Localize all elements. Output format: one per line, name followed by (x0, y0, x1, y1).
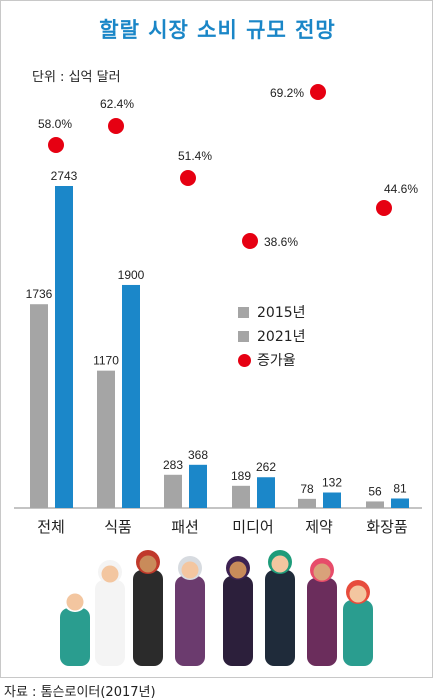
bar-2015-5 (366, 501, 384, 508)
person-face-1 (101, 565, 119, 583)
chart-title: 할랄 시장 소비 규모 전망 (99, 18, 336, 42)
bar-2015-2 (164, 474, 182, 508)
source-note: 자료 : 톰슨로이터(2017년) (4, 685, 156, 700)
bar-2021-5 (391, 498, 409, 508)
bar-2021-0 (55, 186, 73, 508)
bar-2015-3 (232, 485, 250, 508)
value-label-2021-0: 2743 (51, 169, 78, 183)
legend-item-growth: 증가율 (238, 348, 306, 372)
value-label-2015-0: 1736 (26, 287, 53, 301)
value-label-2015-3: 189 (231, 469, 251, 483)
person-face-3 (181, 561, 199, 579)
category-label-0: 전체 (37, 518, 65, 536)
value-label-2015-5: 56 (368, 484, 382, 498)
chart-frame (0, 0, 433, 678)
person-body-0 (60, 608, 90, 666)
person-body-4 (223, 576, 253, 666)
growth-label-0: 58.0% (38, 117, 72, 131)
person-body-2 (133, 570, 163, 666)
person-body-6 (307, 578, 337, 666)
legend-item-2021: 2021년 (238, 324, 306, 348)
person-face-2 (139, 555, 157, 573)
person-face-0 (66, 593, 84, 611)
person-body-7 (343, 600, 373, 666)
growth-dot-0 (48, 137, 64, 153)
category-label-3: 미디어 (232, 518, 273, 536)
growth-dot-5 (376, 200, 392, 216)
legend-label-2015: 2015년 (257, 305, 306, 321)
value-label-2015-4: 78 (300, 482, 314, 496)
growth-dot-3 (242, 233, 258, 249)
person-face-7 (349, 585, 367, 603)
value-label-2021-5: 81 (393, 481, 407, 495)
person-body-3 (175, 576, 205, 666)
growth-dot-4 (310, 84, 326, 100)
growth-dot-2 (180, 170, 196, 186)
growth-label-2: 51.4% (178, 149, 212, 163)
unit-label: 단위 : 십억 달러 (32, 70, 121, 85)
category-label-5: 화장품 (366, 518, 407, 536)
growth-label-5: 44.6% (384, 182, 418, 196)
growth-dot-1 (108, 118, 124, 134)
growth-label-1: 62.4% (100, 97, 134, 111)
bar-chart: 1736 2743 전체 1170 1900 식품 283 368 패션 189 262 미디어 78 1… (14, 84, 422, 666)
legend-item-2015: 2015년 (238, 300, 306, 324)
value-label-2021-4: 132 (322, 476, 342, 490)
bar-2021-3 (257, 477, 275, 508)
legend-swatch-2021 (238, 330, 249, 342)
legend-dot-growth (238, 353, 251, 367)
person-body-1 (95, 580, 125, 666)
growth-label-3: 38.6% (264, 235, 298, 249)
bar-2021-4 (323, 492, 341, 508)
value-label-2021-1: 1900 (118, 268, 145, 282)
person-face-5 (271, 555, 289, 573)
category-label-4: 제약 (305, 518, 333, 536)
bar-2015-0 (30, 304, 48, 508)
legend-label-2021: 2021년 (257, 329, 306, 345)
legend-label-growth: 증가율 (257, 353, 296, 369)
person-face-4 (229, 561, 247, 579)
category-label-2: 패션 (171, 518, 199, 536)
value-label-2015-2: 283 (163, 458, 183, 472)
legend-swatch-2015 (238, 306, 249, 318)
person-face-6 (313, 563, 331, 581)
legend: 2015년 2021년 증가율 (238, 300, 306, 372)
bar-2021-1 (122, 284, 140, 508)
category-label-1: 식품 (104, 518, 132, 536)
people-illustration (60, 550, 373, 666)
bar-2015-4 (298, 498, 316, 508)
value-label-2015-1: 1170 (93, 354, 119, 368)
bar-2021-2 (189, 464, 207, 508)
value-label-2021-3: 262 (256, 460, 276, 474)
growth-label-4: 69.2% (270, 86, 304, 100)
value-label-2021-2: 368 (188, 448, 208, 462)
person-body-5 (265, 570, 295, 666)
bar-2015-1 (97, 370, 115, 508)
